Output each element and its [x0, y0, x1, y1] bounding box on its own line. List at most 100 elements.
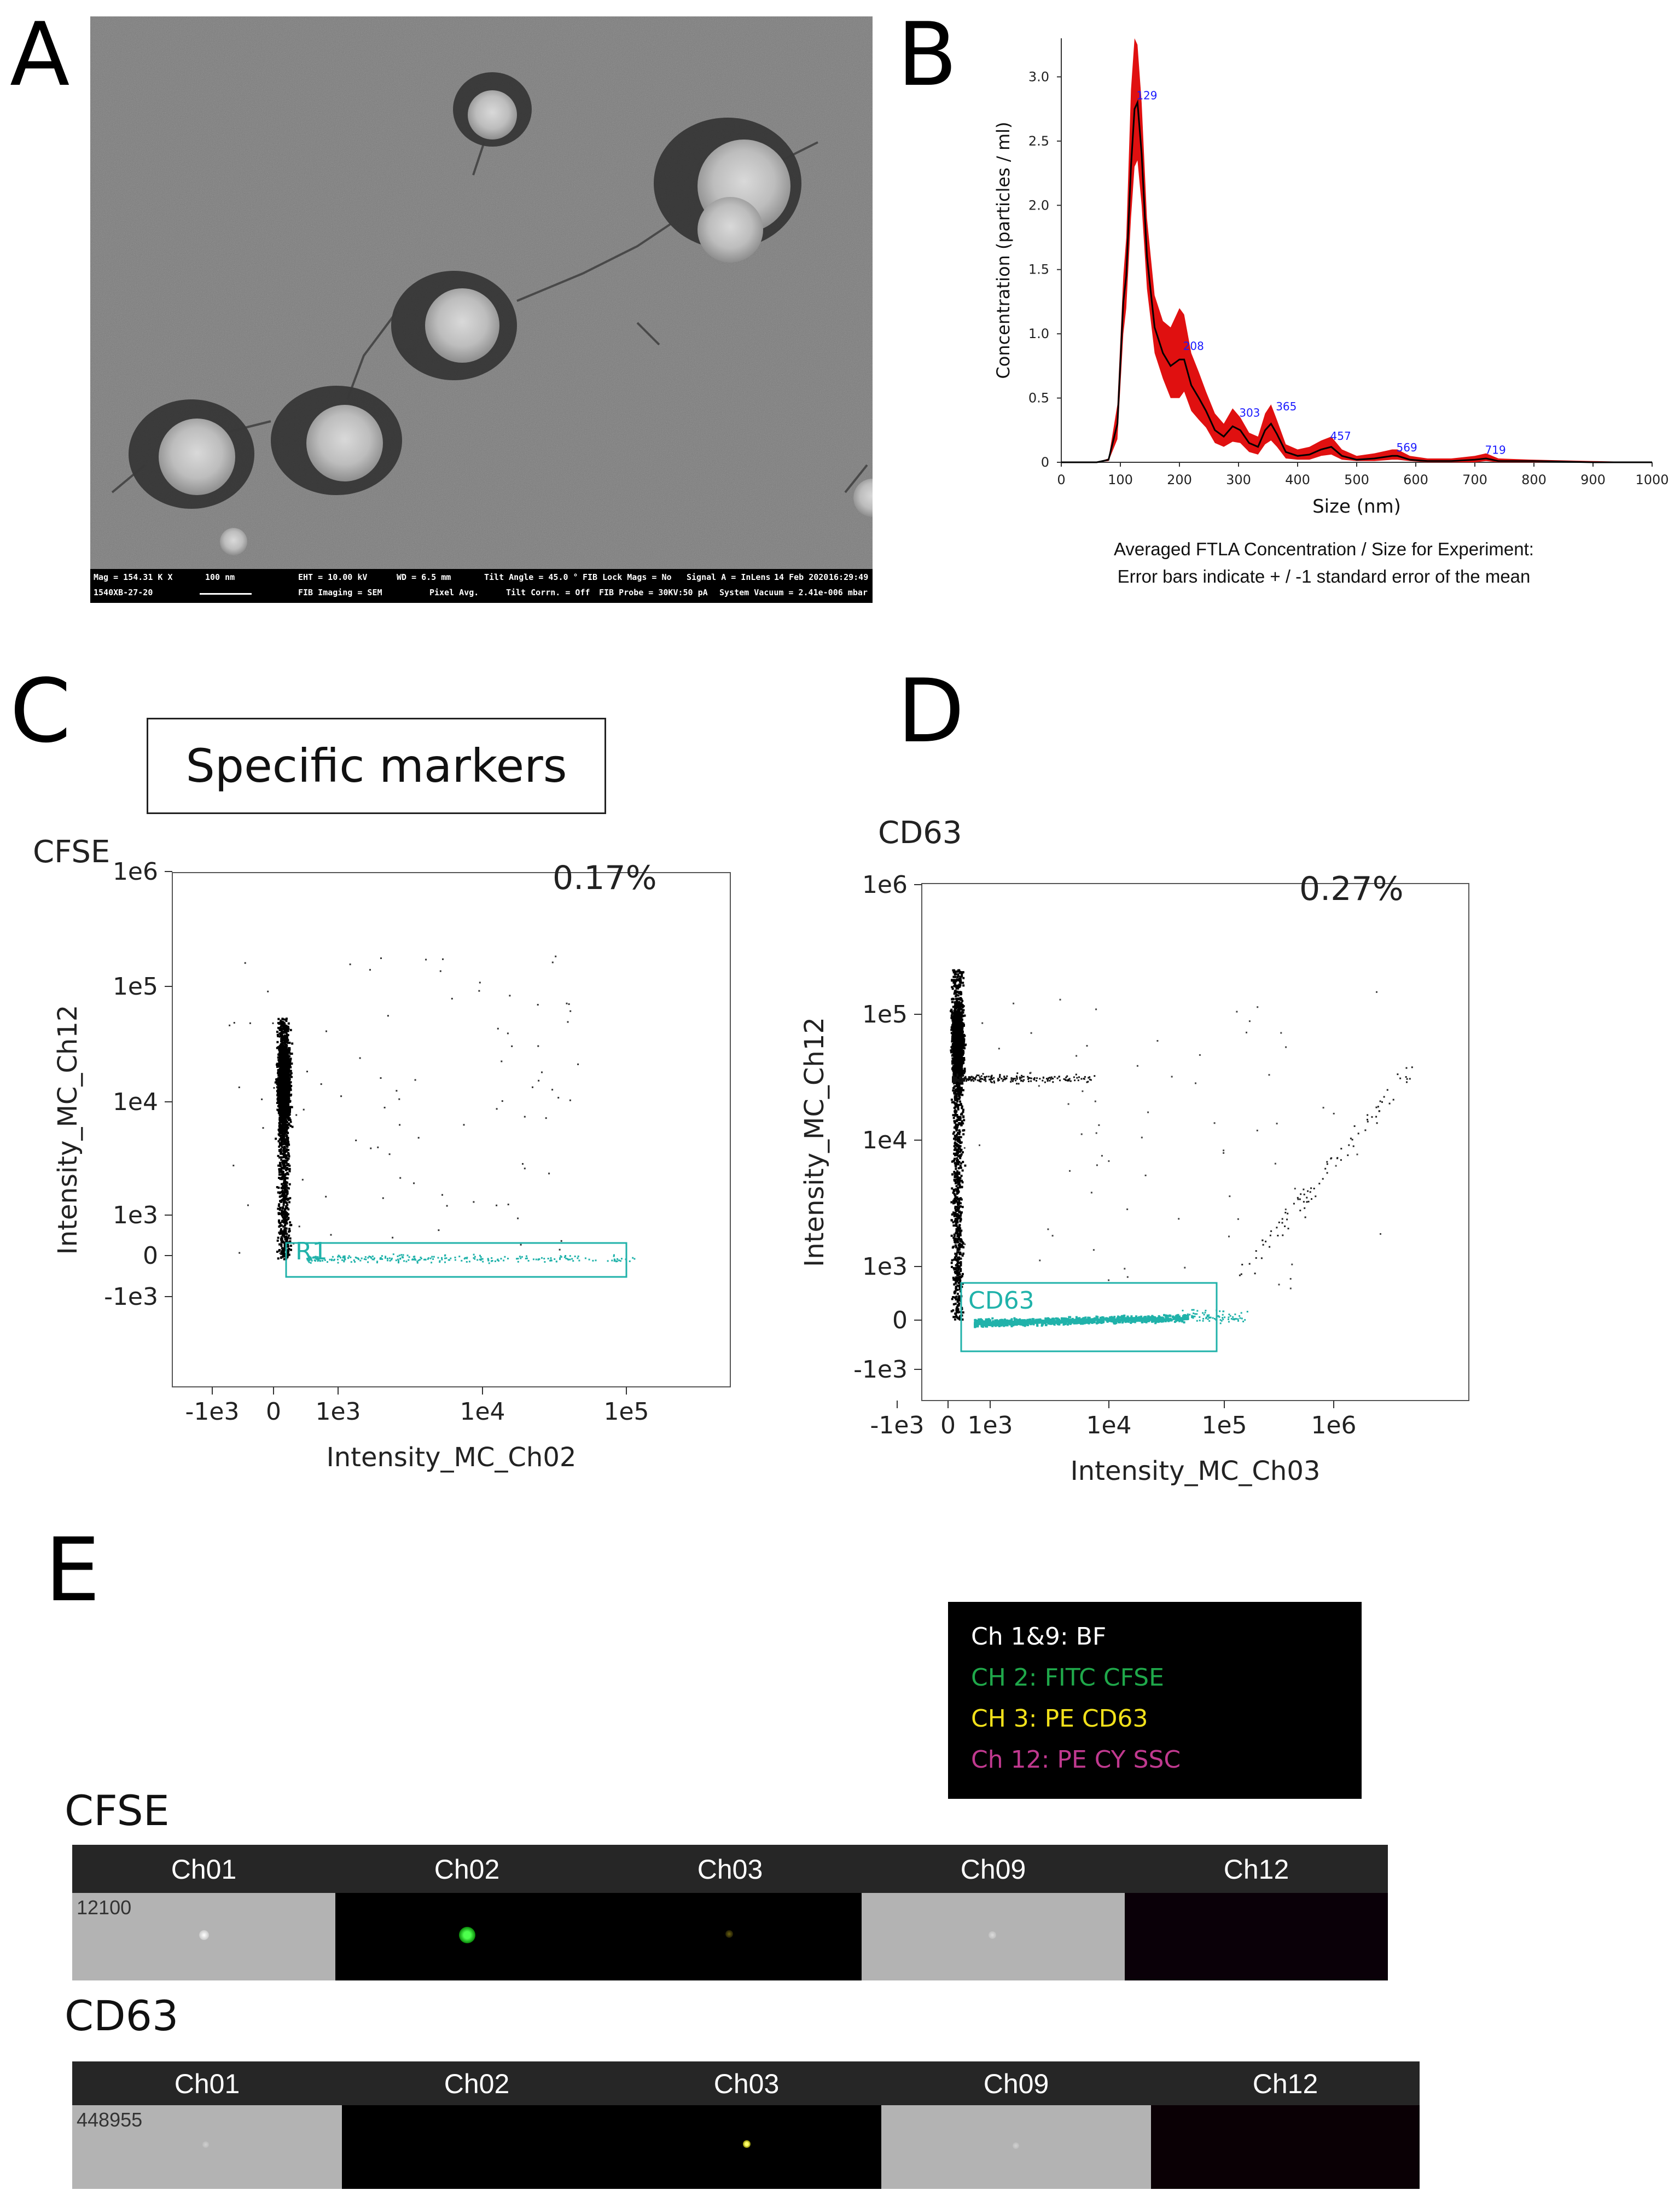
- event-point: [959, 1177, 962, 1180]
- event-point: [960, 1033, 963, 1036]
- event-point: [956, 1298, 958, 1300]
- event-point: [303, 1108, 305, 1111]
- gated-event-point: [507, 1258, 509, 1259]
- event-point: [283, 1131, 286, 1134]
- event-point: [953, 1159, 955, 1162]
- nta-peak-label: 719: [1485, 444, 1506, 457]
- event-point: [281, 1241, 283, 1244]
- event-point: [283, 1091, 286, 1094]
- gated-event-point: [473, 1253, 475, 1256]
- event-point: [956, 1140, 959, 1142]
- event-point: [961, 1180, 963, 1182]
- event-point: [954, 1303, 957, 1305]
- gated-event-point: [538, 1258, 540, 1260]
- event-point: [955, 973, 957, 975]
- y-tick-label: 1e3: [113, 1201, 158, 1229]
- event-point: [279, 1106, 282, 1108]
- event-point: [290, 1084, 293, 1087]
- event-point: [286, 1067, 289, 1070]
- y-tick-label: 1e6: [113, 858, 158, 886]
- event-point: [957, 1136, 960, 1138]
- event-point: [282, 1061, 284, 1064]
- event-point: [286, 1143, 289, 1146]
- event-point: [286, 1204, 289, 1206]
- event-point: [957, 1260, 959, 1263]
- event-point: [291, 1125, 294, 1128]
- event-point: [281, 1057, 284, 1060]
- nta-y-tick-label: 3.0: [1028, 69, 1049, 84]
- gated-event-point: [317, 1256, 319, 1258]
- event-point: [267, 990, 269, 992]
- event-point: [285, 1198, 287, 1200]
- event-point: [951, 1259, 954, 1262]
- event-point: [960, 1198, 963, 1201]
- event-point: [958, 1071, 960, 1073]
- event-point: [953, 985, 956, 987]
- event-point: [286, 1041, 288, 1043]
- x-axis-label: Intensity_MC_Ch02: [327, 1442, 577, 1473]
- event-point: [283, 1070, 286, 1072]
- event-point: [278, 1161, 281, 1164]
- event-point: [955, 979, 957, 982]
- sem-tilt-corr: Tilt Corrn. = Off: [506, 588, 590, 597]
- event-point: [960, 1136, 962, 1138]
- event-point: [278, 1174, 281, 1176]
- event-point: [960, 1175, 963, 1177]
- event-point: [280, 1236, 283, 1239]
- event-point: [952, 1114, 955, 1117]
- event-point: [287, 1061, 289, 1064]
- event-point: [276, 1033, 279, 1036]
- event-point: [497, 1027, 499, 1030]
- gated-event-point: [543, 1258, 545, 1260]
- gated-event-point: [517, 1260, 519, 1263]
- event-point: [957, 1251, 960, 1254]
- event-point: [278, 1048, 281, 1051]
- gated-event-point: [337, 1256, 339, 1258]
- gated-event-point: [617, 1258, 618, 1260]
- event-point: [962, 977, 965, 979]
- event-point: [522, 1163, 524, 1165]
- event-point: [451, 997, 453, 1000]
- event-point: [287, 1052, 289, 1054]
- event-point: [288, 1071, 290, 1073]
- event-point: [952, 1236, 955, 1239]
- gated-event-point: [588, 1258, 590, 1260]
- nta-peak-label: 365: [1276, 400, 1297, 413]
- event-point: [282, 1193, 284, 1195]
- event-point: [551, 961, 554, 963]
- event-point: [442, 958, 444, 960]
- event-point: [961, 1273, 964, 1275]
- event-point: [958, 1171, 961, 1174]
- gated-event-point: [401, 1256, 403, 1258]
- gated-event-point: [397, 1255, 399, 1257]
- gated-event-point: [385, 1256, 387, 1258]
- event-point: [960, 1262, 962, 1265]
- event-point: [281, 1128, 283, 1130]
- event-point: [288, 1183, 291, 1186]
- event-point: [283, 1048, 286, 1050]
- event-point: [282, 1233, 285, 1235]
- gated-event-point: [574, 1256, 576, 1257]
- event-point: [958, 1284, 961, 1287]
- event-point: [277, 1207, 280, 1210]
- panel-label-e: E: [45, 1519, 101, 1621]
- event-point: [278, 1130, 281, 1132]
- event-point: [282, 1055, 284, 1058]
- event-point: [280, 1040, 282, 1043]
- event-point: [956, 1226, 959, 1229]
- gated-event-point: [311, 1259, 313, 1262]
- event-point: [962, 984, 965, 987]
- event-point: [962, 1311, 964, 1314]
- event-point: [956, 1272, 959, 1275]
- event-point: [283, 1173, 286, 1176]
- event-point: [288, 1113, 291, 1116]
- event-point: [287, 1056, 290, 1059]
- sem-date: 14 Feb 2020: [774, 572, 829, 582]
- event-point: [273, 1087, 275, 1089]
- x-axis-label: Intensity_MC_Ch03: [1071, 1456, 1321, 1486]
- event-point: [959, 1041, 962, 1043]
- event-point: [278, 1103, 281, 1106]
- event-point: [952, 1050, 955, 1053]
- event-point: [277, 1026, 280, 1029]
- gated-event-point: [480, 1259, 482, 1261]
